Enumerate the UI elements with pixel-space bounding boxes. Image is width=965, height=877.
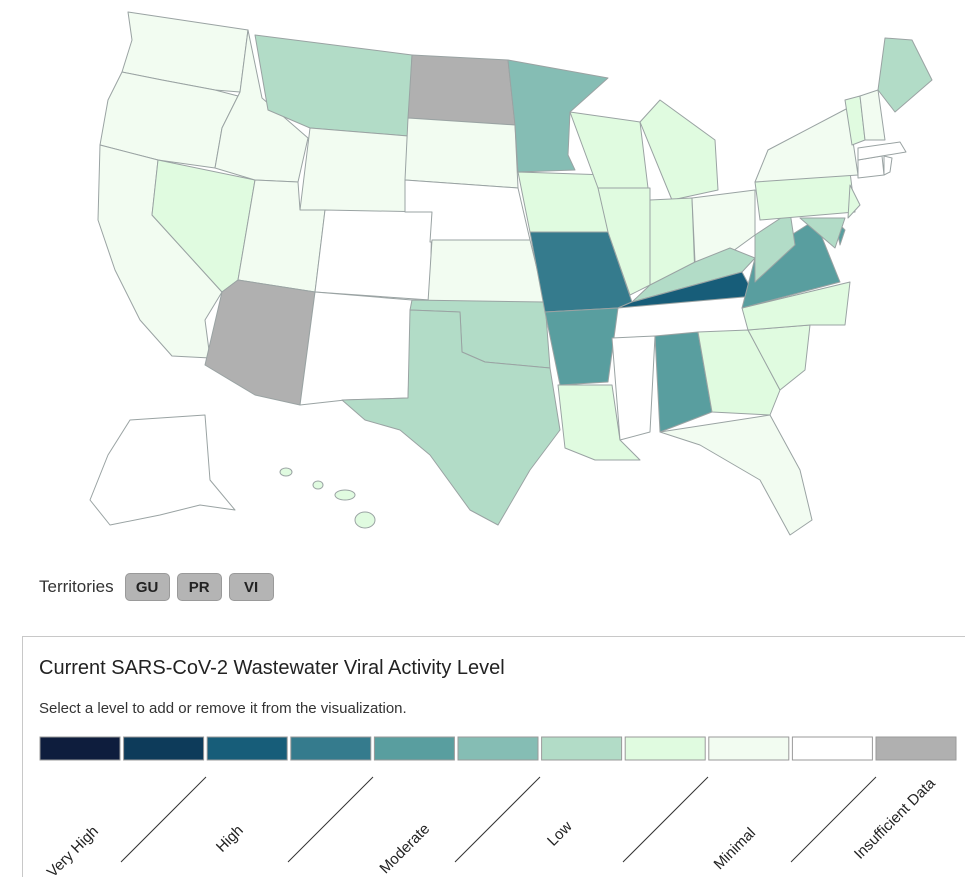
legend-title: Current SARS-CoV-2 Wastewater Viral Acti… — [39, 657, 505, 679]
legend-label-insufficient-data[interactable]: Insufficient Data — [851, 774, 939, 862]
legend-swatch-11[interactable] — [875, 736, 957, 761]
state-nm[interactable] — [299, 291, 413, 406]
legend-swatch-5[interactable] — [373, 736, 455, 761]
state-la[interactable] — [557, 384, 641, 461]
state-co[interactable] — [314, 209, 433, 301]
state-ri[interactable] — [883, 155, 893, 176]
state-hi-island-2[interactable] — [312, 480, 324, 490]
legend-panel: Current SARS-CoV-2 Wastewater Viral Acti… — [22, 636, 965, 877]
territory-button-pr[interactable]: PR — [176, 573, 222, 601]
state-me[interactable] — [877, 37, 933, 113]
state-nc[interactable] — [741, 281, 851, 331]
state-ma[interactable] — [857, 141, 907, 161]
state-tx[interactable] — [341, 309, 561, 526]
legend-label-very-high[interactable]: Very High — [44, 823, 102, 877]
state-id[interactable] — [214, 29, 309, 183]
legend-label-moderate[interactable]: Moderate — [376, 820, 433, 877]
state-az[interactable] — [204, 279, 316, 406]
state-hi-island-1[interactable] — [279, 467, 293, 477]
state-wy[interactable] — [299, 127, 409, 213]
state-ar[interactable] — [544, 307, 619, 386]
state-nh[interactable] — [859, 89, 886, 141]
legend-divider-2 — [287, 776, 374, 863]
legend-divider-5 — [790, 776, 877, 863]
legend-label-low[interactable]: Low — [544, 818, 576, 850]
state-va[interactable] — [741, 219, 841, 309]
state-hi-island-4[interactable] — [354, 511, 376, 529]
legend-swatch-8[interactable] — [624, 736, 706, 761]
legend-divider-1 — [120, 776, 207, 863]
legend-swatch-6[interactable] — [457, 736, 539, 761]
state-fl[interactable] — [659, 414, 813, 536]
state-nj[interactable] — [847, 184, 861, 219]
state-ks[interactable] — [427, 239, 546, 303]
territory-button-gu[interactable]: GU — [124, 573, 170, 601]
legend-swatch-2[interactable] — [123, 736, 205, 761]
states-group — [89, 11, 933, 536]
legend-swatch-7[interactable] — [541, 736, 623, 761]
legend-divider-3 — [454, 776, 541, 863]
state-wv[interactable] — [754, 211, 796, 283]
legend-swatch-4[interactable] — [290, 736, 372, 761]
state-ny[interactable] — [754, 107, 859, 183]
territory-button-vi[interactable]: VI — [228, 573, 274, 601]
legend-swatch-3[interactable] — [206, 736, 288, 761]
state-hi-island-3[interactable] — [334, 489, 356, 501]
state-ga[interactable] — [697, 329, 781, 416]
legend-subtitle: Select a level to add or remove it from … — [39, 700, 407, 717]
territories-bar: Territories GU PR VI — [39, 572, 281, 602]
state-mi[interactable] — [639, 99, 719, 201]
state-ak[interactable] — [89, 414, 236, 526]
state-md[interactable] — [799, 217, 846, 249]
us-map — [89, 11, 933, 536]
legend-swatch-1[interactable] — [39, 736, 121, 761]
state-oh[interactable] — [691, 189, 756, 263]
legend-label-minimal[interactable]: Minimal — [711, 825, 760, 874]
state-nd[interactable] — [407, 54, 516, 126]
state-ia[interactable] — [517, 171, 609, 233]
legend-divider-4 — [622, 776, 709, 863]
legend-label-high[interactable]: High — [213, 822, 247, 856]
legend-swatch-9[interactable] — [708, 736, 790, 761]
state-ne[interactable] — [404, 179, 531, 243]
state-tn[interactable] — [617, 271, 756, 309]
state-mn[interactable] — [507, 59, 609, 173]
state-il[interactable] — [597, 187, 651, 296]
legend-swatch-10[interactable] — [791, 736, 873, 761]
legend-scale: Very High High Moderate Low Minimal Insuffici… — [39, 736, 957, 877]
state-sd[interactable] — [404, 117, 519, 189]
state-ms[interactable] — [611, 335, 656, 441]
territories-label: Territories — [39, 577, 114, 596]
